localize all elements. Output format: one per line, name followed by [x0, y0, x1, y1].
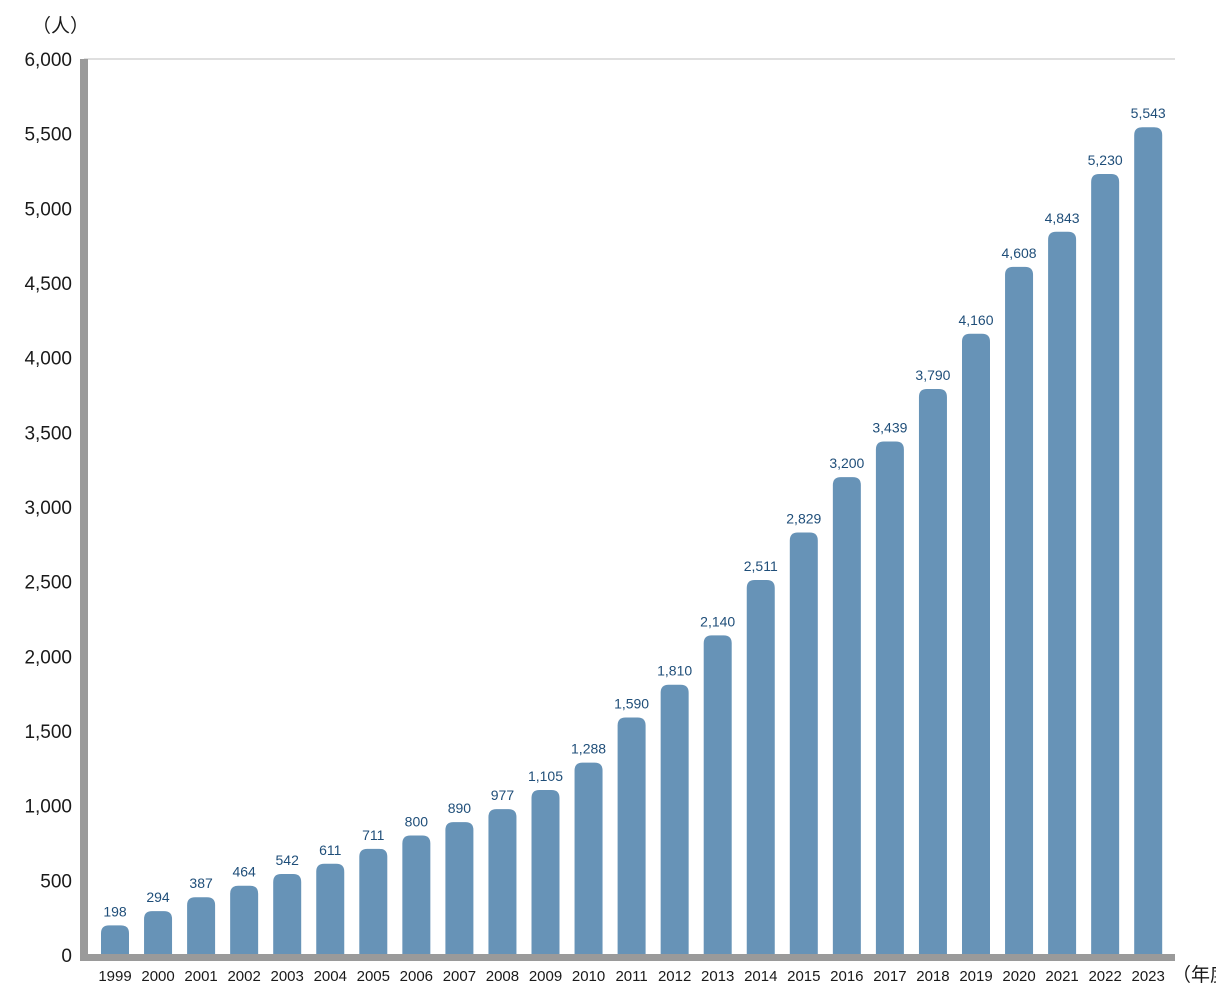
- x-tick-label: 2008: [486, 968, 519, 985]
- data-label: 2,511: [744, 558, 778, 574]
- bar-2005: [359, 848, 388, 955]
- data-label: 1,288: [571, 741, 606, 757]
- x-tick-label: 2002: [227, 968, 260, 985]
- bar-1999: [101, 925, 129, 955]
- data-label: 5,543: [1131, 105, 1166, 121]
- x-tick-label: 2011: [615, 968, 647, 985]
- y-tick-label: 5,500: [24, 125, 72, 146]
- x-tick-label: 2013: [701, 968, 734, 985]
- y-tick-label: 500: [40, 871, 72, 892]
- y-tick-label: 3,500: [24, 423, 72, 444]
- data-label: 711: [362, 827, 385, 843]
- data-label: 977: [491, 787, 515, 803]
- data-label: 294: [146, 889, 170, 905]
- bars: [101, 127, 1163, 956]
- x-axis-ticks: 1999 2000 2001 2002 2003 2004 2005 2006 2007 2008…: [98, 968, 1165, 985]
- data-label: 3,790: [915, 367, 950, 383]
- bar-2010: [574, 762, 603, 955]
- x-tick-label: 2021: [1045, 968, 1078, 985]
- y-tick-label: 6,000: [24, 50, 72, 71]
- x-axis-line: [80, 954, 1175, 961]
- bar-2021: [1048, 231, 1077, 955]
- data-label: 800: [405, 814, 429, 830]
- bar-2015: [789, 532, 818, 955]
- bar-2019: [962, 333, 990, 956]
- data-label: 1,105: [528, 768, 563, 784]
- data-label: 3,200: [829, 455, 864, 471]
- x-tick-label: 2020: [1002, 968, 1035, 985]
- bar-2011: [617, 717, 646, 955]
- data-label: 2,140: [700, 613, 735, 629]
- data-label: 198: [103, 903, 127, 919]
- bar-2006: [402, 835, 431, 955]
- bar-2004: [316, 863, 345, 955]
- bar-2020: [1005, 266, 1034, 955]
- x-tick-label: 2012: [658, 968, 691, 985]
- bar-2014: [746, 580, 775, 955]
- bar-2018: [918, 389, 947, 955]
- x-tick-label: 2014: [744, 968, 777, 985]
- x-tick-label: 2019: [959, 968, 992, 985]
- data-labels: 198 294 387 464 542 611 711 800 890 977 1,105 1,288…: [103, 105, 1166, 919]
- x-axis-unit-label: （年度）: [1172, 964, 1216, 986]
- bar-2023: [1134, 127, 1163, 955]
- data-label: 3,439: [872, 419, 907, 435]
- bar-2016: [832, 477, 861, 955]
- bar-2000: [144, 911, 173, 955]
- x-tick-label: 2017: [873, 968, 906, 985]
- bar-2012: [660, 684, 689, 955]
- x-tick-label: 2015: [787, 968, 820, 985]
- data-label: 611: [319, 842, 342, 858]
- x-tick-label: 2003: [271, 968, 304, 985]
- x-tick-label: 2005: [357, 968, 390, 985]
- x-tick-label: 2018: [916, 968, 949, 985]
- x-tick-label: 2007: [443, 968, 476, 985]
- bar-2007: [445, 822, 474, 955]
- x-tick-label: 2006: [400, 968, 433, 985]
- data-label: 4,843: [1045, 210, 1080, 226]
- x-tick-label: 2022: [1088, 968, 1121, 985]
- x-tick-label: 2001: [184, 968, 217, 985]
- data-label: 890: [448, 800, 472, 816]
- y-tick-label: 2,500: [24, 573, 72, 594]
- y-tick-label: 0: [61, 946, 72, 967]
- x-tick-label: 2004: [314, 968, 347, 985]
- data-label: 1,810: [657, 663, 692, 679]
- y-axis-line: [80, 59, 88, 959]
- y-axis-ticks: 0 500 1,000 1,500 2,000 2,500 3,000 3,500 4,000 4…: [24, 50, 72, 967]
- x-tick-label: 1999: [98, 968, 131, 985]
- bar-2008: [488, 809, 517, 955]
- x-tick-label: 2000: [141, 968, 174, 985]
- y-tick-label: 2,000: [24, 647, 72, 668]
- data-label: 2,829: [786, 511, 821, 527]
- data-label: 4,160: [958, 312, 993, 328]
- y-tick-label: 4,000: [24, 349, 72, 370]
- data-label: 5,230: [1088, 152, 1123, 168]
- y-tick-label: 5,000: [24, 199, 72, 220]
- x-tick-label: 2009: [529, 968, 562, 985]
- data-label: 464: [232, 864, 256, 880]
- bar-2022: [1091, 173, 1120, 955]
- y-tick-label: 3,000: [24, 498, 72, 519]
- y-tick-label: 4,500: [24, 274, 72, 295]
- bar-2017: [875, 441, 904, 956]
- bar-2003: [273, 874, 302, 955]
- data-label: 4,608: [1002, 245, 1037, 261]
- bar-2013: [703, 635, 732, 955]
- y-tick-label: 1,000: [24, 797, 72, 818]
- y-tick-label: 1,500: [24, 722, 72, 743]
- data-label: 1,590: [614, 696, 649, 712]
- x-tick-label: 2010: [572, 968, 605, 985]
- data-label: 387: [189, 875, 213, 891]
- bar-2009: [531, 789, 560, 955]
- y-axis-unit-label: （人）: [32, 15, 89, 37]
- bar-2002: [230, 885, 259, 955]
- x-tick-label: 2016: [830, 968, 863, 985]
- data-label: 542: [276, 852, 300, 868]
- bar-2001: [187, 897, 216, 955]
- x-tick-label: 2023: [1132, 968, 1165, 985]
